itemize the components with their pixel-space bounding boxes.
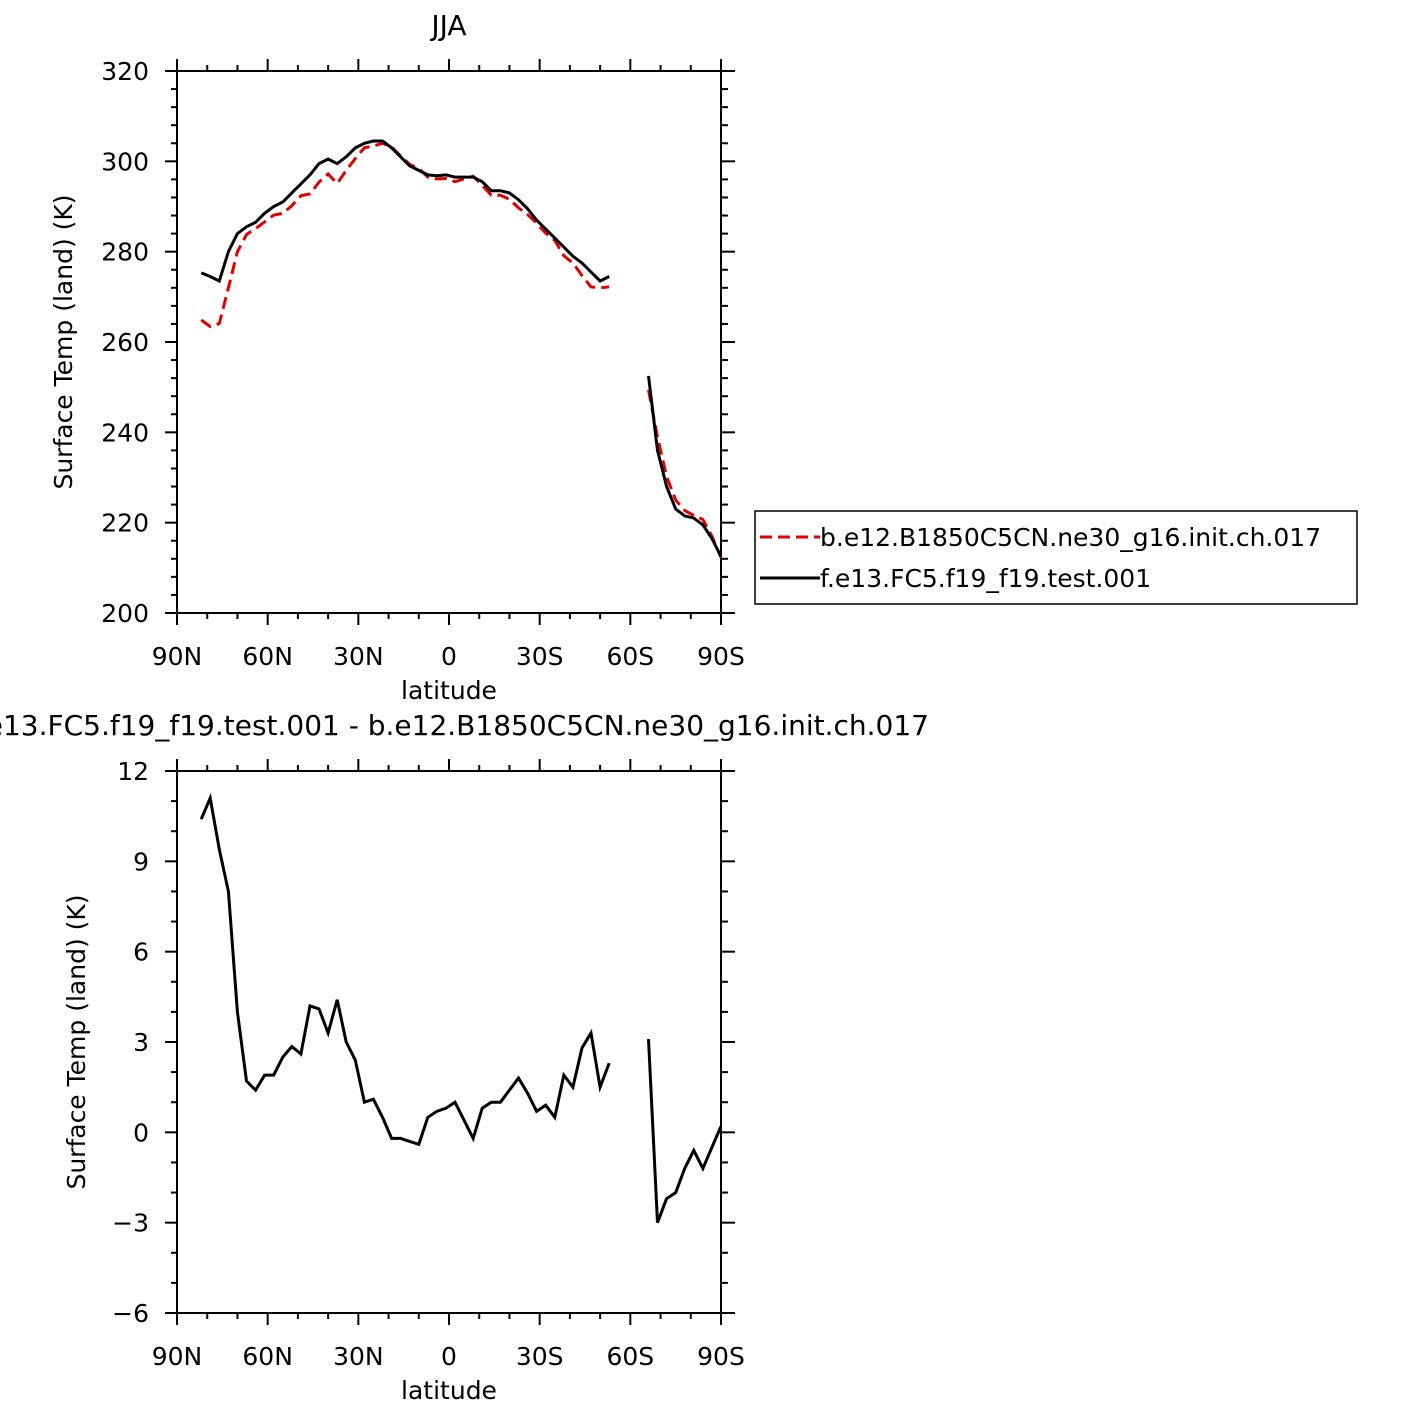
y-tick-label: 280: [101, 238, 149, 267]
data-line: [199, 792, 723, 1224]
y-tick-label: 300: [101, 147, 149, 176]
legend-box: [754, 510, 1358, 605]
legend-label: f.e13.FC5.f19_f19.test.001: [820, 564, 1151, 593]
x-tick-label: 30S: [516, 1342, 564, 1371]
x-tick-label: 60S: [606, 1342, 654, 1371]
y-tick-label: 260: [101, 328, 149, 357]
x-axis-label: latitude: [401, 1376, 497, 1405]
data-line: [200, 139, 723, 558]
x-tick-label: 90S: [697, 1342, 745, 1371]
x-tick-label: 30N: [333, 1342, 384, 1371]
y-tick-label: 240: [101, 418, 149, 447]
y-tick-label: 0: [133, 1118, 149, 1147]
y-axis-label: Surface Temp (land) (K): [49, 194, 78, 489]
x-tick-label: 30N: [333, 642, 384, 671]
y-tick-label: −6: [112, 1299, 149, 1328]
x-tick-label: 0: [441, 1342, 457, 1371]
x-axis-label: latitude: [401, 676, 497, 705]
y-tick-label: 3: [133, 1028, 149, 1057]
y-tick-label: 200: [101, 599, 149, 628]
x-tick-label: 90N: [152, 1342, 203, 1371]
y-tick-label: −3: [112, 1209, 149, 1238]
chart-title: f.e13.FC5.f19_f19.test.001 - b.e12.B1850…: [0, 709, 929, 742]
y-axis-label: Surface Temp (land) (K): [62, 894, 91, 1189]
x-tick-label: 60N: [242, 642, 293, 671]
x-tick-label: 60S: [606, 642, 654, 671]
x-tick-label: 30S: [516, 642, 564, 671]
chart-title: JJA: [429, 9, 466, 42]
y-tick-label: 9: [133, 847, 149, 876]
y-tick-label: 220: [101, 509, 149, 538]
x-tick-label: 90S: [697, 642, 745, 671]
x-tick-label: 0: [441, 642, 457, 671]
x-tick-label: 90N: [152, 642, 203, 671]
plot-frame: [176, 70, 722, 614]
x-tick-label: 60N: [242, 1342, 293, 1371]
y-tick-label: 12: [117, 757, 149, 786]
plot-frame: [176, 770, 722, 1314]
y-tick-label: 6: [133, 938, 149, 967]
legend-label: b.e12.B1850C5CN.ne30_g16.init.ch.017: [820, 523, 1321, 552]
y-tick-label: 320: [101, 57, 149, 86]
